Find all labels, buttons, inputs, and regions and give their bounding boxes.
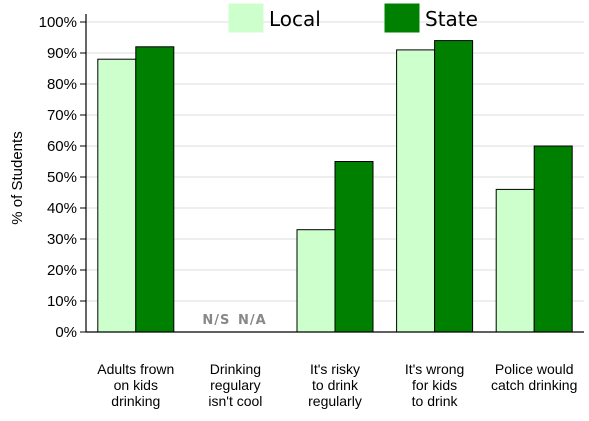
- category-label: drinking: [111, 393, 160, 409]
- axes: [85, 14, 584, 333]
- category-label: for kids: [412, 377, 457, 393]
- y-tick-label: 100%: [39, 14, 77, 31]
- y-tick-label: 90%: [47, 45, 77, 62]
- bar-state: [533, 145, 573, 333]
- y-axis-ticks: 0% 10% 20% 30% 40% 50% 60% 70% 80% 90% 100%: [39, 14, 86, 341]
- y-tick-label: 30%: [47, 231, 77, 248]
- bar-local: [97, 58, 137, 333]
- legend-swatch-state: [384, 3, 420, 33]
- y-tick-label: 70%: [47, 107, 77, 124]
- category-label: Police would: [495, 361, 574, 377]
- category-label: on kids: [114, 377, 158, 393]
- bar-state: [434, 40, 474, 333]
- missing-data-label: N/A: [238, 313, 267, 328]
- y-axis-label: % of Students: [9, 131, 26, 224]
- y-tick-label: 50%: [47, 169, 77, 186]
- bar-local: [396, 49, 436, 333]
- legend-swatch-local: [228, 3, 264, 33]
- legend: Local State: [228, 3, 478, 33]
- category-label: Drinking: [210, 361, 261, 377]
- bar-local: [495, 188, 535, 333]
- category-label: to drink: [312, 377, 359, 393]
- category-label: regularly: [308, 393, 362, 409]
- y-tick-label: 40%: [47, 200, 77, 217]
- category-label: It's risky: [310, 361, 360, 377]
- bar-local: [296, 229, 336, 333]
- y-tick-label: 20%: [47, 262, 77, 279]
- legend-label: State: [425, 7, 478, 31]
- missing-data-label: N/S: [202, 313, 230, 328]
- bar-state: [135, 46, 175, 333]
- bar-state: [334, 161, 374, 333]
- category-label: Adults frown: [97, 361, 174, 377]
- category-label: catch drinking: [491, 377, 577, 393]
- category-label: isn't cool: [208, 393, 262, 409]
- bars: N/S N/A: [97, 40, 573, 333]
- category-label: It's wrong: [405, 361, 464, 377]
- category-label: to drink: [412, 393, 459, 409]
- y-tick-label: 80%: [47, 76, 77, 93]
- category-label: regulary: [210, 377, 261, 393]
- y-tick-label: 60%: [47, 138, 77, 155]
- y-tick-label: 0%: [55, 324, 77, 341]
- y-tick-label: 10%: [47, 293, 77, 310]
- legend-label: Local: [269, 7, 321, 31]
